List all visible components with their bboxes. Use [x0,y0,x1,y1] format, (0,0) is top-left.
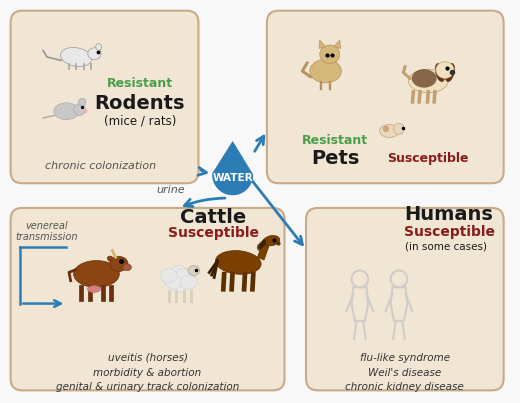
Ellipse shape [179,272,196,286]
Text: (in some cases): (in some cases) [405,241,487,251]
Ellipse shape [88,48,101,60]
Ellipse shape [262,239,266,246]
Ellipse shape [73,261,119,287]
Ellipse shape [123,264,132,271]
Ellipse shape [165,276,182,289]
Text: uveitis (horses)
morbidity & abortion
genital & urinary track colonization: uveitis (horses) morbidity & abortion ge… [56,353,239,393]
FancyBboxPatch shape [306,208,504,391]
Ellipse shape [263,235,280,246]
Text: chronic colonization: chronic colonization [45,160,156,170]
Text: Pets: Pets [311,149,359,168]
Ellipse shape [383,126,389,132]
Ellipse shape [171,279,187,292]
Text: urine: urine [157,185,185,195]
Ellipse shape [110,256,128,272]
Ellipse shape [79,98,86,106]
Text: (mice / rats): (mice / rats) [103,114,176,128]
Text: flu-like syndrome
Weil's disease
chronic kidney disease: flu-like syndrome Weil's disease chronic… [345,353,464,393]
FancyBboxPatch shape [10,10,199,183]
Ellipse shape [161,269,177,282]
Text: Resistant: Resistant [107,77,173,90]
Ellipse shape [436,62,454,79]
Ellipse shape [180,276,197,289]
Ellipse shape [171,266,187,279]
Ellipse shape [176,269,192,282]
Ellipse shape [408,69,448,93]
Ellipse shape [261,241,265,247]
Text: Cattle: Cattle [180,208,246,227]
Ellipse shape [96,44,101,50]
Ellipse shape [74,104,85,115]
Ellipse shape [257,244,261,251]
Ellipse shape [380,125,399,137]
Text: WATER: WATER [212,173,253,183]
Ellipse shape [108,256,114,262]
Ellipse shape [445,64,454,81]
Ellipse shape [394,123,404,134]
Text: Susceptible: Susceptible [404,224,495,239]
Polygon shape [212,141,253,195]
FancyBboxPatch shape [10,208,284,391]
Ellipse shape [60,48,92,66]
Polygon shape [257,243,269,260]
Text: Susceptible: Susceptible [167,226,258,239]
Ellipse shape [258,242,263,249]
Ellipse shape [188,266,200,276]
Text: Susceptible: Susceptible [387,152,469,165]
Ellipse shape [310,59,342,83]
Polygon shape [319,40,326,48]
Polygon shape [334,40,341,48]
Text: Humans: Humans [404,205,493,224]
Ellipse shape [435,64,445,81]
Text: Rodents: Rodents [95,94,185,113]
FancyBboxPatch shape [267,10,504,183]
Ellipse shape [162,272,179,286]
Text: Resistant: Resistant [302,134,369,147]
Ellipse shape [320,45,340,64]
Text: venereal
transmission: venereal transmission [16,221,78,242]
Ellipse shape [412,69,437,87]
Ellipse shape [54,103,79,120]
Ellipse shape [215,251,261,274]
Ellipse shape [87,286,100,293]
